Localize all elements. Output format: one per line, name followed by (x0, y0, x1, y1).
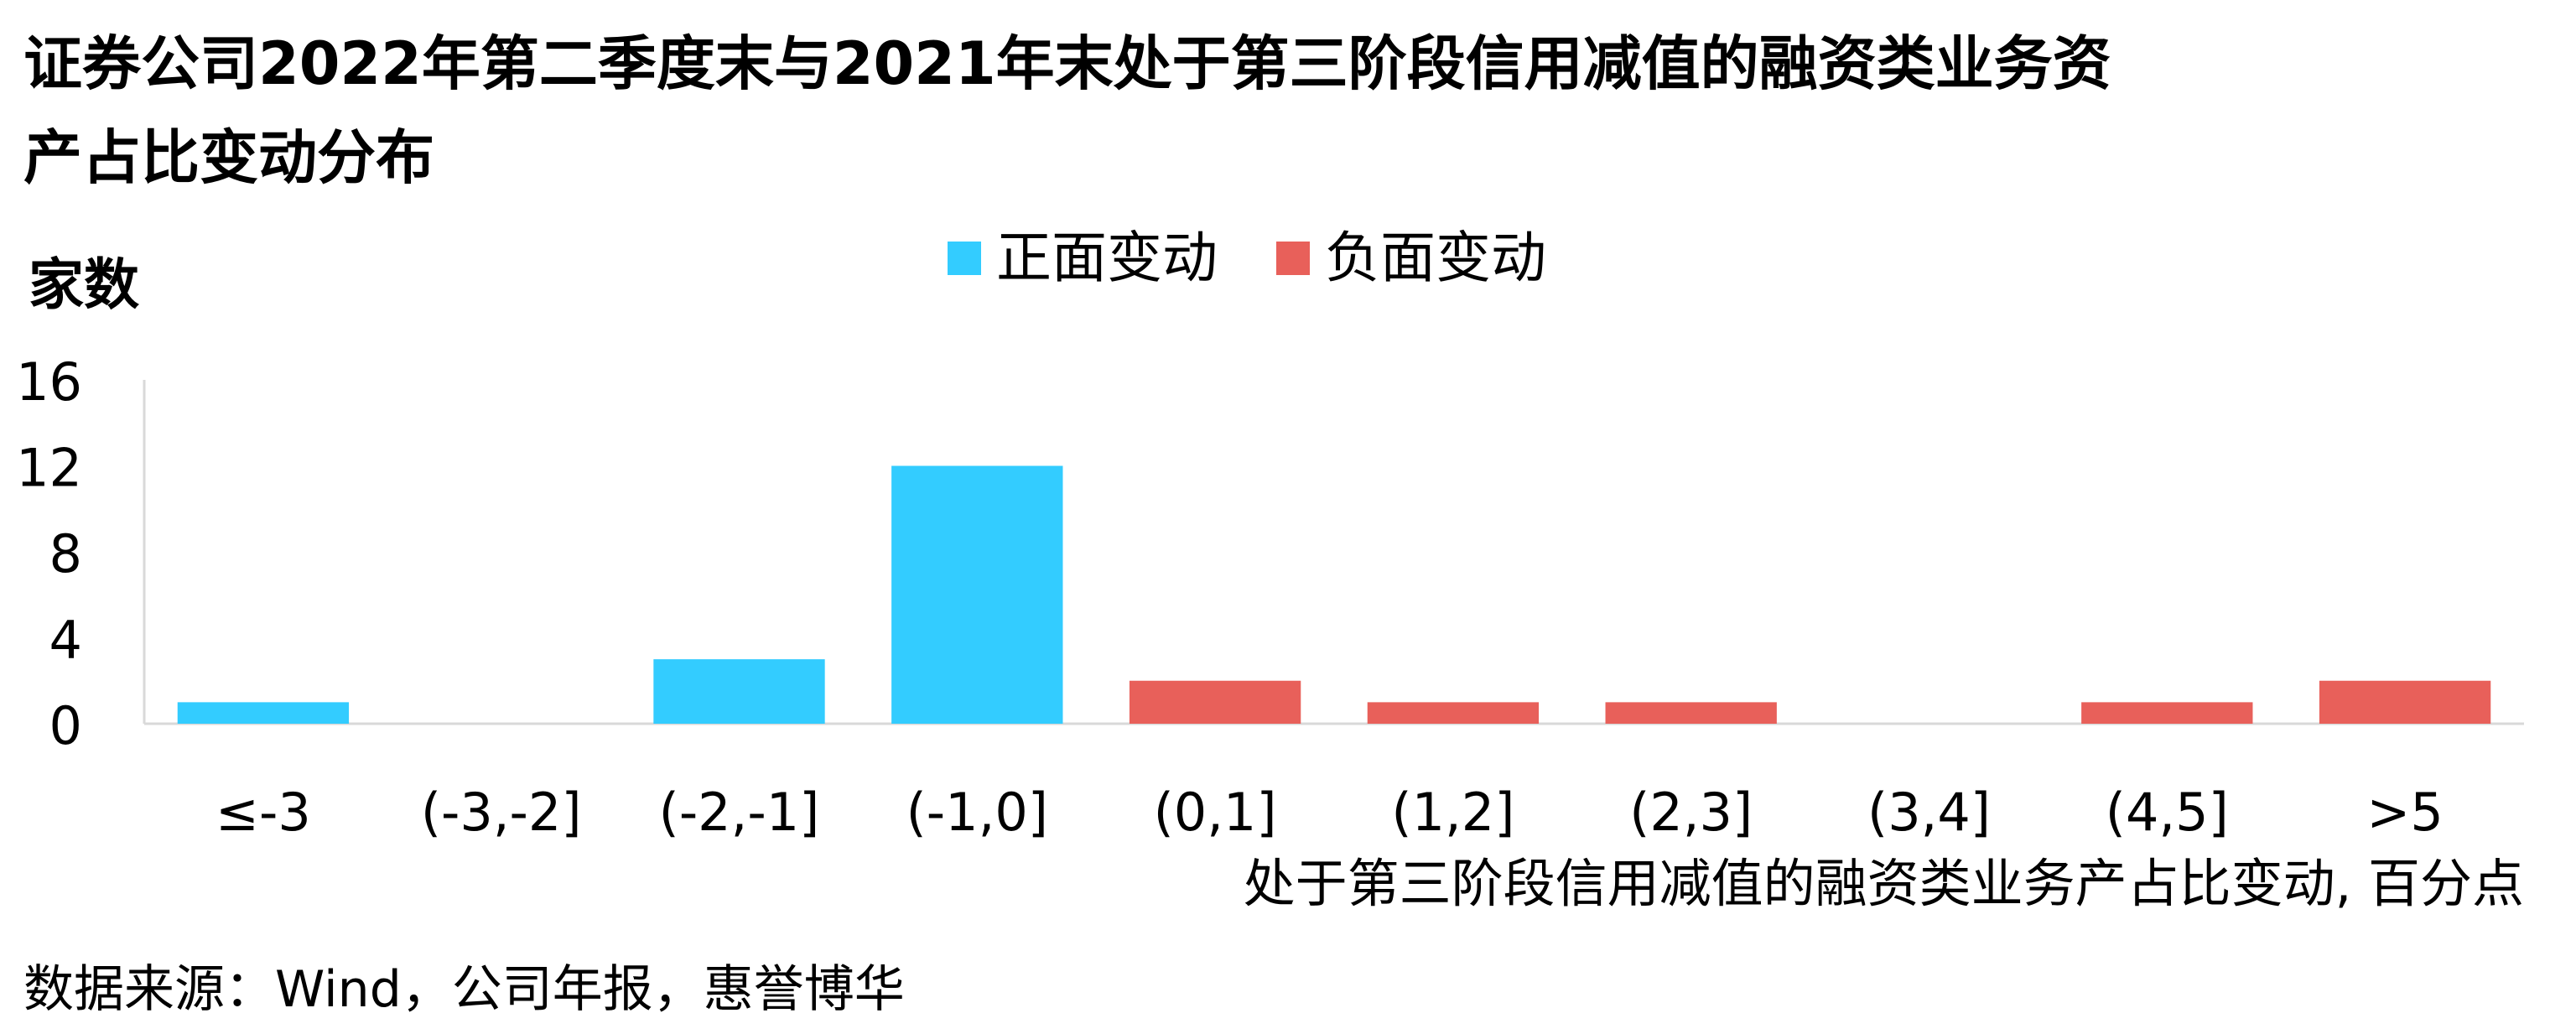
legend-swatch-negative (1276, 242, 1310, 275)
bar-negative (2081, 702, 2253, 724)
y-tick-label: 8 (49, 523, 82, 585)
x-tick-label: (-1,0] (906, 782, 1048, 843)
legend-label-positive: 正面变动 (996, 226, 1218, 290)
y-tick-label: 16 (16, 351, 82, 413)
x-tick-label: ≤-3 (216, 782, 311, 843)
x-tick-label: >5 (2366, 782, 2443, 843)
legend-item-positive: 正面变动 (948, 225, 1218, 292)
x-tick-label: (1,2] (1391, 782, 1514, 843)
bar-negative (1605, 702, 1777, 724)
bar-negative (1367, 702, 1540, 724)
bar-positive (653, 659, 825, 724)
y-tick-label: 4 (49, 610, 82, 671)
bar-positive (891, 465, 1063, 724)
bar-negative (2319, 680, 2491, 724)
legend-label-negative: 负面变动 (1325, 226, 1546, 290)
x-tick-label: (0,1] (1154, 782, 1277, 843)
chart-title: 证券公司2022年第二季度末与2021年末处于第三阶段信用减值的融资类业务资产占… (23, 29, 2111, 192)
x-tick-label: (4,5] (2106, 782, 2229, 843)
x-axis: ≤-3 (-3,-2] (-2,-1] (-1,0] (0,1] (1,2] (2,3] (3… (144, 722, 2524, 843)
x-tick-label: (-3,-2] (421, 782, 582, 843)
y-axis: 0 4 8 12 16 (16, 351, 146, 756)
x-tick-label: (3,4] (1867, 782, 1991, 843)
y-tick-label: 0 (49, 695, 82, 756)
legend: 正面变动 负面变动 (948, 225, 1605, 292)
legend-swatch-positive (948, 242, 981, 275)
bar-positive (177, 702, 350, 724)
x-tick-label: (2,3] (1629, 782, 1753, 843)
legend-item-negative: 负面变动 (1276, 225, 1546, 292)
y-tick-label: 12 (16, 438, 82, 499)
x-tick-label: (-2,-1] (659, 782, 820, 843)
x-axis-title: 处于第三阶段信用减值的融资类业务产占比变动, 百分点 (1244, 853, 2524, 914)
bar-negative (1129, 680, 1301, 724)
source-note: 数据来源：Wind，公司年报，惠誉博华 (23, 960, 905, 1019)
bars (177, 465, 2491, 724)
y-axis-title: 家数 (29, 252, 139, 317)
